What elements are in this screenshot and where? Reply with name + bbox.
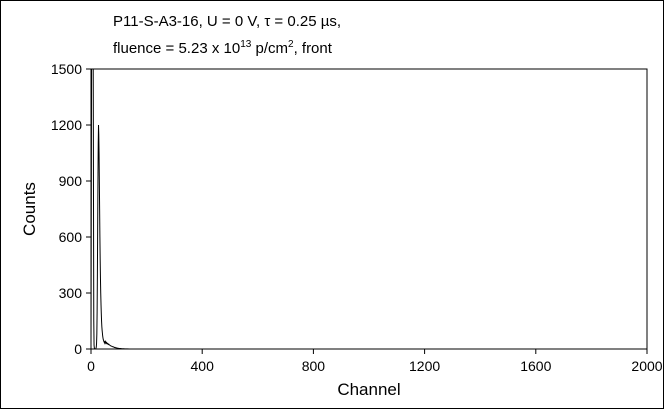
title-front-text: , front [294, 40, 333, 57]
series-layer [90, 68, 647, 350]
x-axis-ticks: 0 400 800 1200 1600 2000 [87, 349, 663, 374]
x-tick-label: 400 [191, 358, 215, 374]
chart-title-line-1: P11-S-A3-16, U = 0 V, τ = 0.25 µs, [113, 13, 341, 30]
title-unit-superscript: 2 [288, 39, 294, 50]
y-tick-label: 0 [74, 341, 82, 357]
x-tick-label: 1600 [520, 358, 551, 374]
x-tick-label: 0 [87, 358, 95, 374]
chart-title-line-2: fluence = 5.23 x 1013 p/cm2, front [113, 39, 333, 57]
y-tick-label: 900 [59, 173, 83, 189]
x-tick-label: 800 [302, 358, 326, 374]
x-axis-label: Channel [337, 380, 400, 399]
y-tick-label: 300 [59, 285, 83, 301]
y-axis-label: Counts [20, 182, 39, 236]
plot-area-frame [90, 68, 648, 350]
y-axis-ticks: 0 300 600 900 1200 1500 [51, 61, 91, 357]
y-tick-label: 1200 [51, 117, 82, 133]
title-fluence-exponent: 13 [240, 39, 252, 50]
x-tick-label: 1200 [409, 358, 440, 374]
x-tick-label: 2000 [631, 358, 662, 374]
title-unit-text: p/cm [251, 40, 288, 57]
y-tick-label: 600 [59, 229, 83, 245]
title-fluence-text: fluence = 5.23 x 10 [113, 40, 240, 57]
spectrum-series-line [90, 68, 647, 350]
y-tick-label: 1500 [51, 61, 82, 77]
